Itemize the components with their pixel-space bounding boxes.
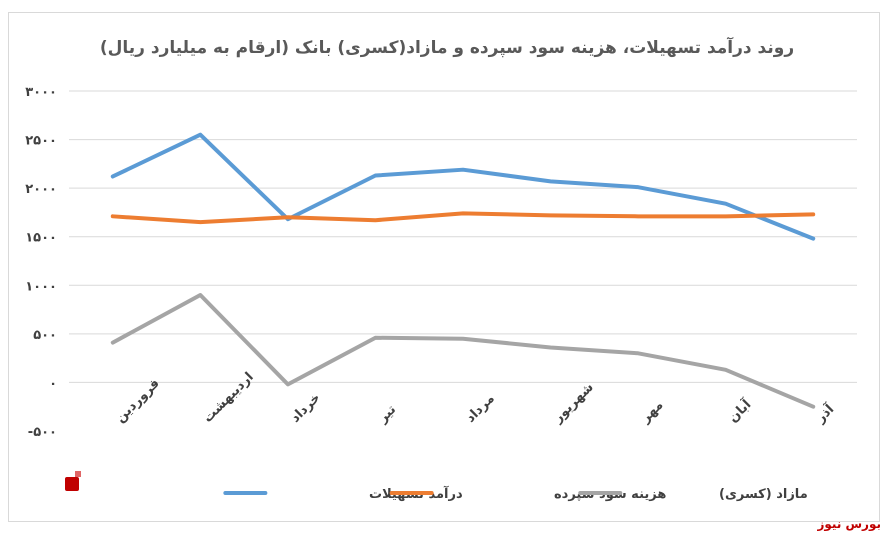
series-line-2 [110, 211, 816, 225]
y-tick-label: ۳۰۰۰ [25, 85, 57, 100]
grid-lines [69, 90, 857, 383]
x-tick-label: تیر [375, 402, 399, 426]
line-chart: روند درآمد تسهیلات، هزینه سود سپرده و ما… [25, 36, 857, 502]
x-tick-label: آبان [724, 396, 754, 426]
chart-frame: روند درآمد تسهیلات، هزینه سود سپرده و ما… [8, 12, 880, 522]
x-axis-ticks: فروردین اردیبهشت خرداد تیر مرداد شهریور مهر آبا… [113, 370, 838, 427]
y-tick-label: -۵۰۰ [28, 425, 57, 440]
x-tick-label: شهریور [550, 380, 597, 427]
y-tick-label: ۱۵۰۰ [25, 231, 57, 246]
logo-mark-accent [75, 471, 81, 477]
x-tick-label: اردیبهشت [201, 370, 257, 426]
x-tick-label: آذر [811, 400, 837, 426]
x-tick-label: خرداد [288, 390, 324, 426]
y-tick-label: ۵۰۰ [33, 328, 57, 343]
x-tick-label: مرداد [463, 391, 498, 426]
legend-label: مازاد (کسری) [719, 487, 808, 502]
chart-title: روند درآمد تسهیلات، هزینه سود سپرده و ما… [100, 36, 794, 58]
series-line-3 [110, 293, 816, 409]
brand-logo [65, 471, 81, 491]
x-tick-label: مهر [638, 398, 667, 427]
logo-mark [65, 477, 79, 491]
y-tick-label: ۲۰۰۰ [25, 182, 57, 197]
y-tick-label: ۲۵۰۰ [25, 134, 57, 149]
series-lines [110, 132, 816, 409]
y-tick-label: ۰ [49, 376, 57, 391]
y-axis-ticks: -۵۰۰ ۰ ۵۰۰ ۱۰۰۰ ۱۵۰۰ ۲۰۰۰ ۲۵۰۰ ۳۰۰۰ [25, 85, 57, 440]
y-tick-label: ۱۰۰۰ [25, 279, 57, 294]
footer-brand: بورس نیوز [817, 517, 881, 531]
x-tick-label: فروردین [113, 376, 163, 426]
